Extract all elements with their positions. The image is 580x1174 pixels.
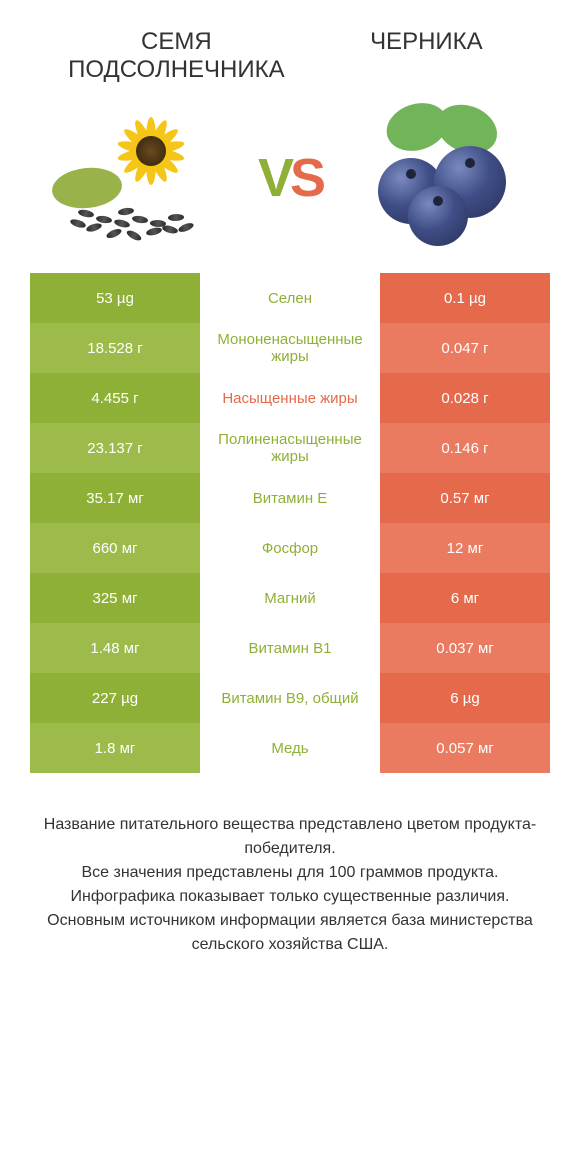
infographic: СЕМЯ ПОДСОЛНЕЧНИКА ЧЕРНИКА VS 53 µgСелен… xyxy=(0,0,580,1174)
footer-line: Название питательного вещества представл… xyxy=(30,813,550,861)
nutrient-label: Мононенасыщенные жиры xyxy=(200,323,380,373)
nutrient-label: Насыщенные жиры xyxy=(200,373,380,423)
nutrient-label: Медь xyxy=(200,723,380,773)
nutrient-label: Витамин B9, общий xyxy=(200,673,380,723)
value-left: 325 мг xyxy=(30,573,200,623)
value-right: 6 µg xyxy=(380,673,550,723)
value-left: 53 µg xyxy=(30,273,200,323)
nutrient-label: Фосфор xyxy=(200,523,380,573)
table-row: 1.48 мгВитамин B10.037 мг xyxy=(30,623,550,673)
value-right: 0.057 мг xyxy=(380,723,550,773)
nutrient-label: Витамин B1 xyxy=(200,623,380,673)
vs-label: VS xyxy=(258,147,322,209)
value-left: 227 µg xyxy=(30,673,200,723)
nutrient-label: Полиненасыщенные жиры xyxy=(200,423,380,473)
value-right: 6 мг xyxy=(380,573,550,623)
value-left: 23.137 г xyxy=(30,423,200,473)
footer-line: Все значения представлены для 100 граммо… xyxy=(30,861,550,885)
nutrient-label: Магний xyxy=(200,573,380,623)
table-row: 325 мгМагний6 мг xyxy=(30,573,550,623)
nutrient-label: Витамин E xyxy=(200,473,380,523)
value-left: 1.8 мг xyxy=(30,723,200,773)
value-left: 35.17 мг xyxy=(30,473,200,523)
nutrient-label: Селен xyxy=(200,273,380,323)
value-right: 0.037 мг xyxy=(380,623,550,673)
vs-s: S xyxy=(290,148,322,208)
table-row: 35.17 мгВитамин E0.57 мг xyxy=(30,473,550,523)
title-left: СЕМЯ ПОДСОЛНЕЧНИКА xyxy=(40,28,313,83)
header: СЕМЯ ПОДСОЛНЕЧНИКА ЧЕРНИКА xyxy=(0,0,580,83)
hero-row: VS xyxy=(0,83,580,273)
value-right: 0.047 г xyxy=(380,323,550,373)
value-right: 0.146 г xyxy=(380,423,550,473)
value-right: 0.57 мг xyxy=(380,473,550,523)
value-left: 18.528 г xyxy=(30,323,200,373)
sunflower-icon xyxy=(58,108,238,248)
footer-line: Основным источником информации является … xyxy=(30,909,550,957)
value-left: 1.48 мг xyxy=(30,623,200,673)
nutrition-table: 53 µgСелен0.1 µg18.528 гМононенасыщенные… xyxy=(30,273,550,773)
value-left: 660 мг xyxy=(30,523,200,573)
value-left: 4.455 г xyxy=(30,373,200,423)
table-row: 227 µgВитамин B9, общий6 µg xyxy=(30,673,550,723)
value-right: 0.028 г xyxy=(380,373,550,423)
table-row: 18.528 гМононенасыщенные жиры0.047 г xyxy=(30,323,550,373)
table-row: 1.8 мгМедь0.057 мг xyxy=(30,723,550,773)
blueberry-icon xyxy=(342,108,522,248)
title-right: ЧЕРНИКА xyxy=(313,28,540,56)
vs-v: V xyxy=(258,148,290,208)
table-row: 660 мгФосфор12 мг xyxy=(30,523,550,573)
footer-notes: Название питательного вещества представл… xyxy=(0,773,580,957)
table-row: 53 µgСелен0.1 µg xyxy=(30,273,550,323)
table-row: 23.137 гПолиненасыщенные жиры0.146 г xyxy=(30,423,550,473)
footer-line: Инфографика показывает только существенн… xyxy=(30,885,550,909)
value-right: 0.1 µg xyxy=(380,273,550,323)
table-row: 4.455 гНасыщенные жиры0.028 г xyxy=(30,373,550,423)
value-right: 12 мг xyxy=(380,523,550,573)
